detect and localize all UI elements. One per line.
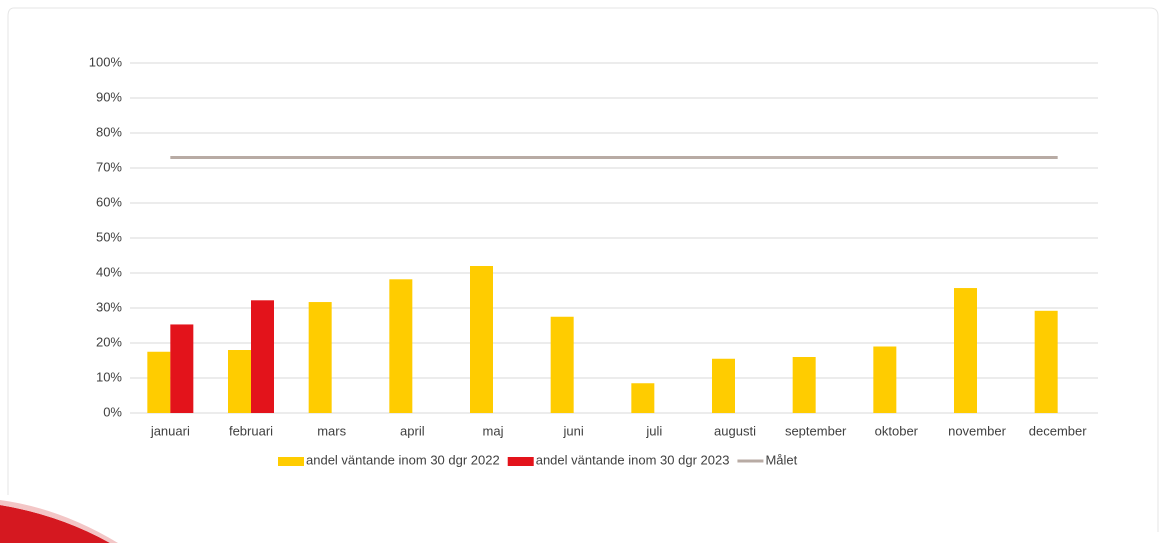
decor-swoosh: [0, 505, 110, 543]
legend-swatch: [278, 457, 304, 466]
y-tick-label: 40%: [96, 264, 122, 279]
legend-label: andel väntande inom 30 dgr 2022: [306, 452, 500, 467]
bar: [308, 302, 332, 413]
bar: [954, 288, 977, 413]
y-tick-label: 10%: [96, 369, 122, 384]
legend-label: Målet: [765, 452, 797, 467]
bar: [873, 346, 897, 413]
y-tick-label: 0%: [103, 404, 122, 419]
x-tick-label: maj: [483, 423, 504, 438]
x-tick-label: september: [785, 423, 847, 438]
bar: [1034, 310, 1058, 413]
bar: [251, 300, 274, 413]
x-tick-label: april: [400, 423, 425, 438]
x-tick-label: januari: [150, 423, 190, 438]
bar: [470, 266, 493, 413]
y-tick-label: 20%: [96, 334, 122, 349]
bar: [228, 350, 251, 413]
x-tick-label: augusti: [714, 423, 756, 438]
bar: [170, 324, 194, 413]
x-tick-label: oktober: [875, 423, 919, 438]
x-tick-label: december: [1029, 423, 1087, 438]
y-tick-label: 30%: [96, 299, 122, 314]
y-tick-label: 70%: [96, 159, 122, 174]
x-tick-label: juli: [645, 423, 662, 438]
bar: [712, 358, 735, 413]
y-tick-label: 80%: [96, 124, 122, 139]
y-tick-label: 60%: [96, 194, 122, 209]
bar: [550, 316, 574, 413]
bar: [147, 351, 171, 413]
y-tick-label: 50%: [96, 229, 122, 244]
y-tick-label: 100%: [89, 54, 123, 69]
legend-label: andel väntande inom 30 dgr 2023: [536, 452, 730, 467]
x-tick-label: februari: [229, 423, 273, 438]
decor-swoosh-light: [0, 500, 118, 543]
panel-border: [14, 7, 1159, 532]
bar: [792, 357, 816, 413]
bar: [389, 279, 413, 413]
x-tick-label: mars: [317, 423, 346, 438]
bar: [631, 383, 655, 413]
y-tick-label: 90%: [96, 89, 122, 104]
legend-swatch: [507, 457, 534, 466]
x-tick-label: november: [948, 423, 1006, 438]
x-tick-label: juni: [563, 423, 584, 438]
panel-border-left: [7, 7, 15, 495]
